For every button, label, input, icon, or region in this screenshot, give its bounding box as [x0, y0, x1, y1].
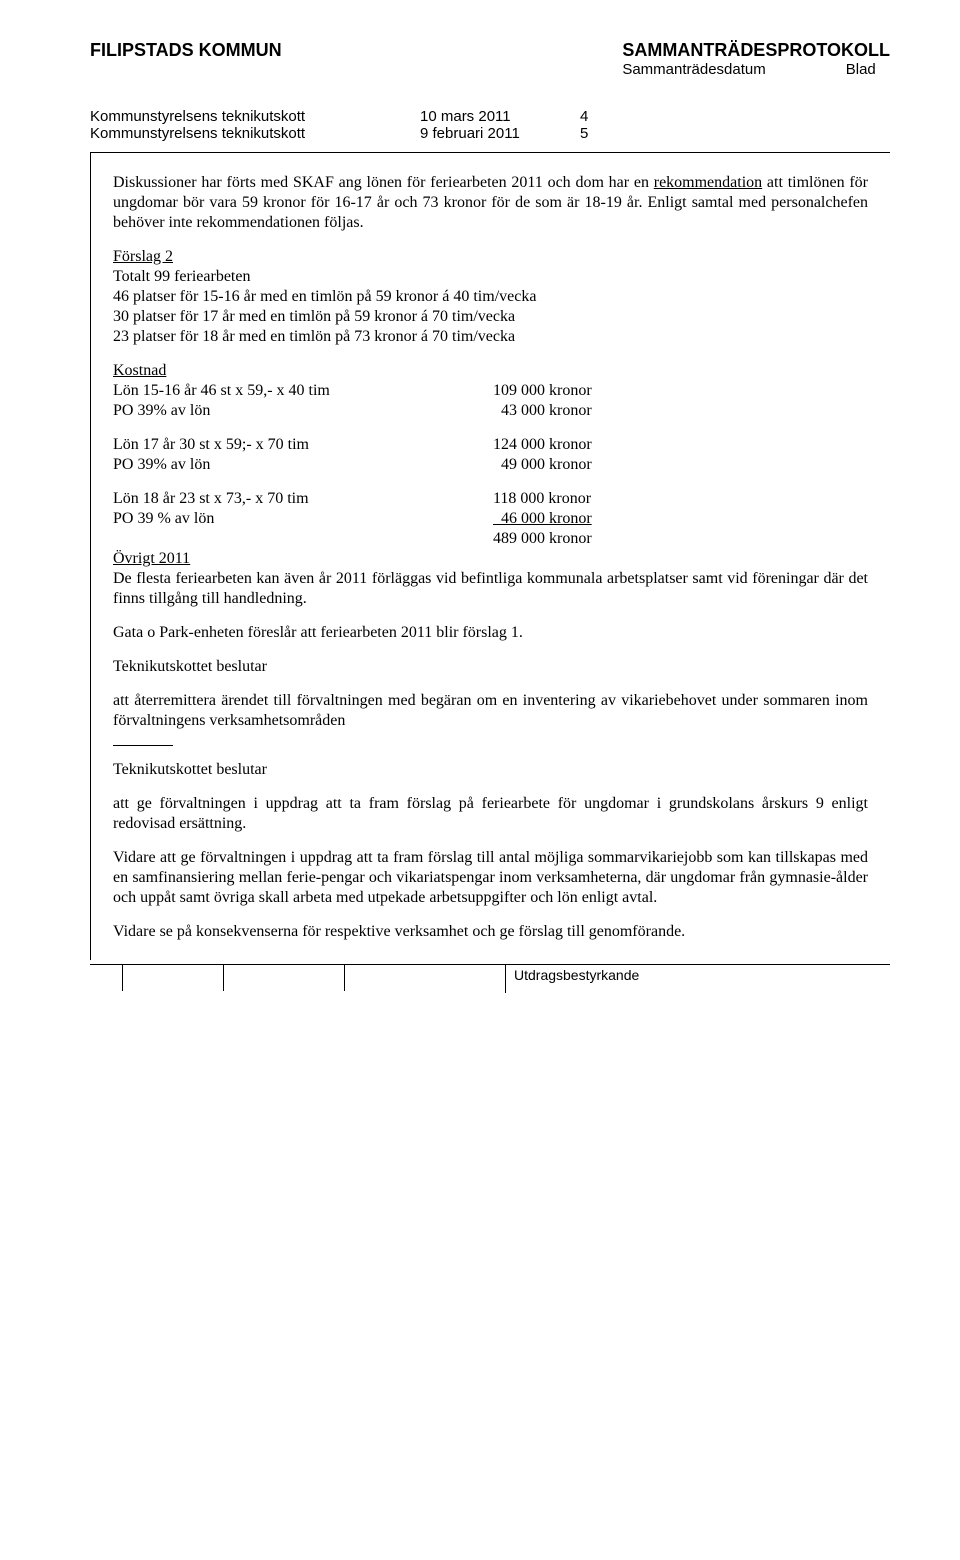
protocol-title: SAMMANTRÄDESPROTOKOLL: [622, 40, 890, 61]
footer-cell: [344, 964, 505, 991]
other-2011: Övrigt 2011 De flesta feriearbeten kan ä…: [113, 549, 868, 609]
gata-park: Gata o Park-enheten föreslår att feriear…: [113, 623, 868, 643]
cost-section: Kostnad Lön 15-16 år 46 st x 59,- x 40 t…: [113, 361, 868, 549]
footer-cell: [90, 964, 122, 991]
intro-paragraph: Diskussioner har förts med SKAF ang löne…: [113, 173, 868, 233]
meta-row: Kommunstyrelsens teknikutskott 10 mars 2…: [90, 108, 890, 125]
meeting-meta: Kommunstyrelsens teknikutskott 10 mars 2…: [90, 108, 890, 142]
cost-row: Lön 15-16 år 46 st x 59,- x 40 tim PO 39…: [113, 381, 868, 421]
footer-table: Utdragsbestyrkande: [90, 964, 890, 993]
cost-row: Lön 18 år 23 st x 73,- x 70 tim PO 39 % …: [113, 489, 868, 549]
recommendation-word: rekommendation: [654, 174, 762, 191]
further-1: Vidare att ge förvaltningen i uppdrag at…: [113, 848, 868, 908]
separator-line: [113, 745, 173, 746]
header-right: SAMMANTRÄDESPROTOKOLL Sammanträdesdatum …: [622, 40, 890, 78]
subtitle-date-label: Sammanträdesdatum: [622, 61, 765, 78]
footer: Utdragsbestyrkande: [90, 964, 890, 993]
meta-page: 4: [580, 108, 610, 125]
meta-committee: Kommunstyrelsens teknikutskott: [90, 125, 420, 142]
cost-row: Lön 17 år 30 st x 59;- x 70 tim PO 39% a…: [113, 435, 868, 475]
subtitle-page-label: Blad: [846, 61, 876, 78]
header: FILIPSTADS KOMMUN SAMMANTRÄDESPROTOKOLL …: [90, 40, 890, 78]
decision-2: att ge förvaltningen i uppdrag att ta fr…: [113, 794, 868, 834]
meta-row: Kommunstyrelsens teknikutskott 9 februar…: [90, 125, 890, 142]
meta-page: 5: [580, 125, 610, 142]
cost-title: Kostnad: [113, 361, 868, 381]
content-box: Diskussioner har förts med SKAF ang löne…: [90, 152, 890, 960]
decision-heading-2: Teknikutskottet beslutar: [113, 760, 868, 780]
meta-date: 10 mars 2011: [420, 108, 580, 125]
further-2: Vidare se på konsekvenserna för respekti…: [113, 922, 868, 942]
footer-cell: [223, 964, 344, 991]
meta-date: 9 februari 2011: [420, 125, 580, 142]
org-name: FILIPSTADS KOMMUN: [90, 40, 282, 61]
footer-label: Utdragsbestyrkande: [505, 964, 890, 993]
protocol-subtitle: Sammanträdesdatum Blad: [622, 61, 890, 78]
proposal-2: Förslag 2 Totalt 99 feriearbeten 46 plat…: [113, 247, 868, 347]
meta-committee: Kommunstyrelsens teknikutskott: [90, 108, 420, 125]
other-title: Övrigt 2011: [113, 550, 190, 567]
footer-cell: [122, 964, 223, 991]
page: FILIPSTADS KOMMUN SAMMANTRÄDESPROTOKOLL …: [0, 0, 960, 1033]
decision-1: att återremittera ärendet till förvaltni…: [113, 691, 868, 731]
proposal-2-title: Förslag 2: [113, 248, 173, 265]
decision-heading-1: Teknikutskottet beslutar: [113, 657, 868, 677]
